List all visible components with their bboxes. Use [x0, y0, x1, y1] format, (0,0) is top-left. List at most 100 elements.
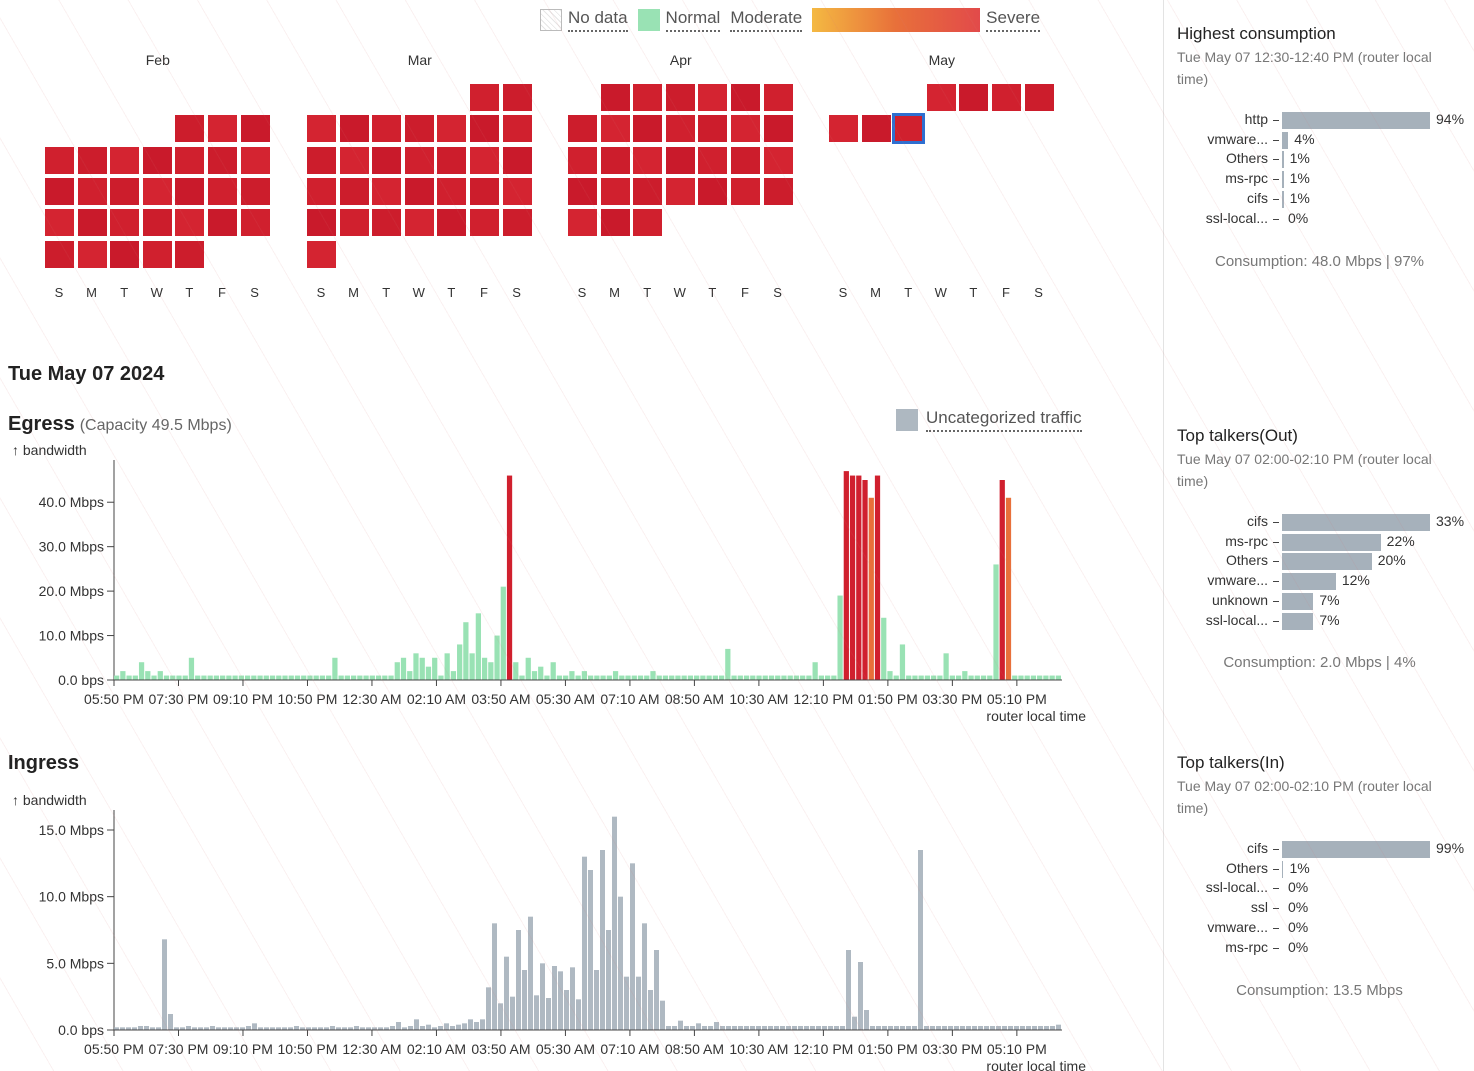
traffic-bar[interactable]	[700, 675, 706, 680]
traffic-bar[interactable]	[999, 480, 1005, 680]
traffic-bar[interactable]	[588, 675, 594, 680]
traffic-bar[interactable]	[213, 675, 220, 680]
traffic-bar[interactable]	[301, 675, 307, 680]
traffic-bar[interactable]	[818, 675, 824, 680]
traffic-bar[interactable]	[486, 987, 491, 1030]
traffic-bar[interactable]	[984, 1026, 989, 1030]
traffic-bar[interactable]	[731, 675, 737, 680]
calendar-day-cell[interactable]	[600, 209, 630, 237]
traffic-bar[interactable]	[419, 657, 425, 680]
traffic-bar[interactable]	[588, 870, 593, 1030]
traffic-bar[interactable]	[474, 1022, 479, 1030]
traffic-bar[interactable]	[750, 1026, 755, 1030]
traffic-bar[interactable]	[600, 675, 606, 680]
traffic-bar[interactable]	[126, 1027, 131, 1030]
traffic-bar[interactable]	[656, 675, 662, 680]
traffic-bar[interactable]	[858, 962, 863, 1030]
protocol-share-bar[interactable]	[1282, 592, 1314, 610]
traffic-bar[interactable]	[318, 1027, 323, 1030]
traffic-bar[interactable]	[400, 657, 407, 680]
calendar-day-cell[interactable]	[372, 209, 402, 237]
calendar-day-cell[interactable]	[175, 177, 205, 205]
traffic-bar[interactable]	[282, 1027, 287, 1030]
traffic-bar[interactable]	[494, 635, 500, 680]
traffic-bar[interactable]	[510, 996, 515, 1030]
calendar-day-cell[interactable]	[372, 177, 402, 205]
calendar-day-cell[interactable]	[502, 146, 532, 174]
traffic-bar[interactable]	[856, 475, 862, 680]
traffic-bar[interactable]	[531, 671, 538, 680]
traffic-bar[interactable]	[594, 675, 600, 680]
traffic-bar[interactable]	[894, 1026, 899, 1030]
calendar-day-cell[interactable]	[307, 115, 336, 143]
calendar-day-cell[interactable]	[633, 146, 663, 174]
traffic-bar[interactable]	[306, 1027, 311, 1030]
traffic-bar[interactable]	[708, 1026, 713, 1030]
traffic-bar[interactable]	[550, 662, 556, 680]
calendar-day-cell[interactable]	[175, 209, 205, 237]
protocol-share-bar[interactable]	[1282, 151, 1284, 169]
traffic-bar[interactable]	[413, 653, 419, 680]
traffic-bar[interactable]	[538, 666, 544, 680]
traffic-bar[interactable]	[955, 675, 962, 680]
traffic-bar[interactable]	[666, 1026, 671, 1030]
traffic-bar[interactable]	[228, 1027, 233, 1030]
calendar-day-cell[interactable]	[633, 177, 663, 205]
traffic-bar[interactable]	[162, 939, 167, 1030]
traffic-bar[interactable]	[581, 671, 587, 680]
traffic-bar[interactable]	[540, 963, 545, 1030]
traffic-bar[interactable]	[1002, 1026, 1007, 1030]
traffic-bar[interactable]	[264, 1027, 269, 1030]
traffic-bar[interactable]	[870, 1026, 875, 1030]
calendar-day-cell[interactable]	[175, 240, 205, 268]
traffic-bar[interactable]	[612, 671, 619, 680]
calendar-day-cell[interactable]	[437, 177, 467, 205]
calendar-day-cell[interactable]	[568, 209, 597, 237]
traffic-bar[interactable]	[900, 1026, 905, 1030]
protocol-share-bar[interactable]	[1282, 612, 1314, 630]
traffic-bar[interactable]	[180, 1027, 185, 1030]
traffic-bar[interactable]	[569, 671, 575, 680]
legend-no-data[interactable]: No data	[540, 8, 628, 32]
legend-normal[interactable]: Normal	[637, 8, 721, 32]
traffic-bar[interactable]	[949, 675, 955, 680]
calendar-day-cell[interactable]	[404, 209, 434, 237]
calendar-day-cell[interactable]	[926, 84, 956, 111]
traffic-bar[interactable]	[220, 675, 226, 680]
traffic-bar[interactable]	[326, 675, 332, 680]
traffic-bar[interactable]	[937, 675, 943, 680]
calendar-day-cell[interactable]	[731, 115, 760, 143]
traffic-bar[interactable]	[582, 856, 587, 1030]
traffic-bar[interactable]	[348, 1027, 353, 1030]
traffic-bar[interactable]	[812, 662, 818, 680]
traffic-bar[interactable]	[444, 1023, 449, 1030]
calendar-day-cell[interactable]	[339, 146, 369, 174]
traffic-bar[interactable]	[694, 675, 700, 680]
traffic-bar[interactable]	[714, 1022, 719, 1030]
traffic-bar[interactable]	[1008, 1026, 1013, 1030]
traffic-bar[interactable]	[768, 1026, 773, 1030]
traffic-bar[interactable]	[825, 675, 831, 680]
traffic-bar[interactable]	[408, 1026, 413, 1030]
traffic-bar[interactable]	[480, 1019, 485, 1030]
traffic-bar[interactable]	[198, 1027, 203, 1030]
traffic-bar[interactable]	[145, 671, 151, 680]
traffic-bar[interactable]	[762, 675, 768, 680]
protocol-share-bar[interactable]	[1282, 171, 1284, 189]
traffic-bar[interactable]	[876, 1026, 881, 1030]
calendar-day-cell[interactable]	[339, 177, 369, 205]
calendar-day-cell[interactable]	[633, 115, 663, 143]
traffic-bar[interactable]	[138, 662, 145, 680]
traffic-bar[interactable]	[469, 653, 475, 680]
traffic-bar[interactable]	[893, 675, 899, 680]
traffic-bar[interactable]	[792, 1026, 797, 1030]
traffic-bar[interactable]	[192, 1027, 197, 1030]
traffic-bar[interactable]	[942, 1026, 947, 1030]
traffic-bar[interactable]	[570, 967, 575, 1030]
traffic-bar[interactable]	[156, 1027, 161, 1030]
traffic-bar[interactable]	[672, 1026, 677, 1030]
traffic-bar[interactable]	[282, 675, 288, 680]
traffic-bar[interactable]	[522, 970, 527, 1030]
traffic-bar[interactable]	[132, 675, 138, 680]
traffic-bar[interactable]	[170, 675, 176, 680]
